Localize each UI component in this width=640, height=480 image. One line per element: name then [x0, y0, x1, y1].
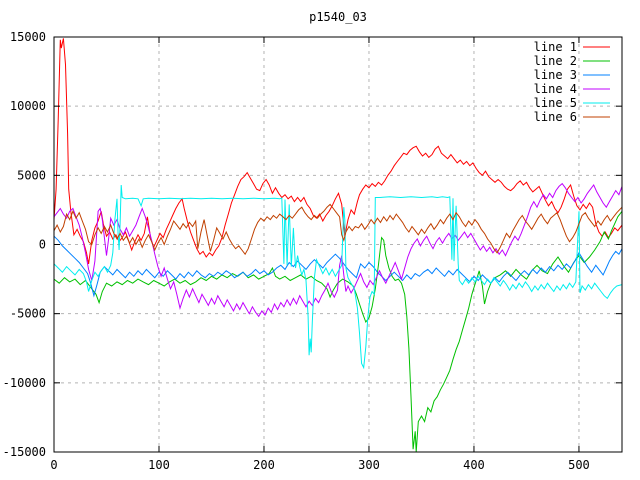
x-tick-label: 500 [568, 458, 590, 472]
x-tick-label: 0 [50, 458, 57, 472]
legend-label: line 3 [534, 68, 577, 82]
x-tick-label: 100 [148, 458, 170, 472]
legend-label: line 1 [534, 40, 577, 54]
y-tick-label: -10000 [3, 376, 46, 390]
y-tick-label: -5000 [10, 307, 46, 321]
y-tick-label: 10000 [10, 99, 46, 113]
series-line-4 [53, 182, 623, 318]
series-line-1 [53, 38, 623, 264]
y-tick-label: -15000 [3, 445, 46, 459]
legend-label: line 6 [534, 110, 577, 124]
series-line-3 [53, 235, 623, 298]
y-tick-label: 5000 [17, 168, 46, 182]
series-line-5 [53, 184, 623, 370]
legend-label: line 4 [534, 82, 577, 96]
x-tick-label: 200 [253, 458, 275, 472]
x-tick-label: 300 [358, 458, 380, 472]
series-line-2 [53, 210, 623, 453]
legend-label: line 5 [534, 96, 577, 110]
y-tick-label: 15000 [10, 30, 46, 44]
chart-title: p1540_03 [309, 10, 367, 24]
series-line-6 [53, 203, 623, 256]
legend-label: line 2 [534, 54, 577, 68]
y-tick-label: 0 [39, 238, 46, 252]
x-tick-label: 400 [463, 458, 485, 472]
